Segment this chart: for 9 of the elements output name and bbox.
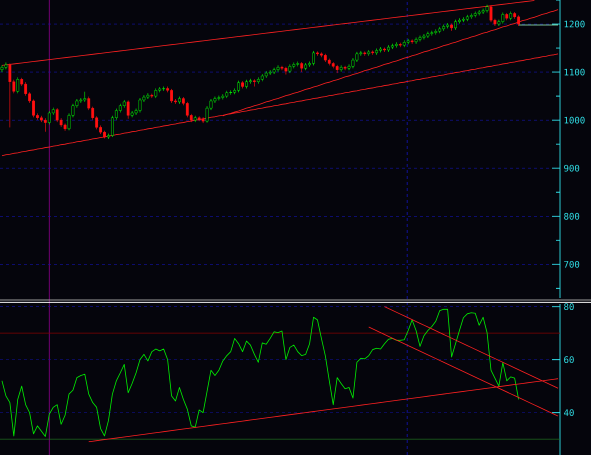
y-tick-label: 900 [564, 164, 580, 172]
y-tick-label: 80 [564, 303, 574, 310]
y-tick-label: 60 [564, 356, 574, 364]
y-tick-label: 1000 [564, 116, 585, 124]
y-tick-label: 800 [564, 212, 580, 220]
y-tick-label: 40 [564, 409, 574, 416]
y-tick-label: 1200 [564, 20, 585, 28]
y-tick-label: 700 [564, 260, 580, 268]
y-tick-label: 1100 [564, 68, 585, 76]
